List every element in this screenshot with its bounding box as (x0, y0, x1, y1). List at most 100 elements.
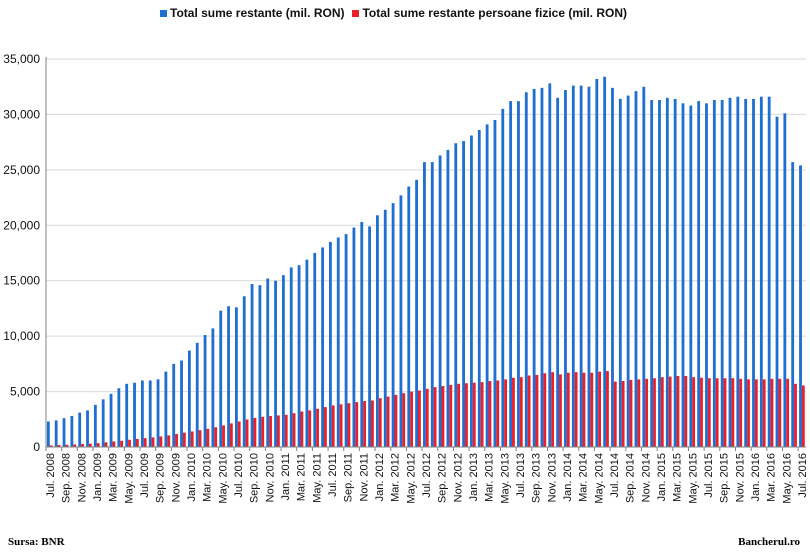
x-tick-label: May. 2012 (405, 453, 417, 504)
bar-persoane-fizice (300, 411, 304, 447)
bar-persoane-fizice (754, 379, 758, 447)
bar-total (665, 97, 669, 448)
bar-persoane-fizice (496, 380, 500, 447)
bar-persoane-fizice (394, 394, 398, 447)
legend-label-persoane-fizice: Total sume restante persoane fizice (mil… (362, 6, 627, 20)
bar-persoane-fizice (762, 379, 766, 447)
bar-persoane-fizice (794, 383, 797, 447)
bar-total (313, 253, 317, 447)
bar-total (305, 259, 309, 447)
bar-total (289, 267, 293, 447)
x-tick-label: Jul. 2010 (233, 453, 245, 498)
bar-total (642, 86, 646, 447)
bar-total (681, 103, 685, 447)
bar-persoane-fizice (449, 384, 453, 447)
bar-persoane-fizice (370, 400, 374, 447)
x-tick-label: Sep. 2008 (61, 453, 73, 503)
bar-total (133, 382, 136, 447)
y-tick-label: 15,000 (3, 274, 40, 288)
x-tick-label: May. 2010 (217, 453, 229, 504)
bar-persoane-fizice (49, 445, 53, 447)
bar-persoane-fizice (206, 428, 210, 447)
bar-persoane-fizice (339, 404, 343, 447)
bar-persoane-fizice (433, 387, 437, 447)
bar-total (219, 310, 223, 447)
bar-persoane-fizice (135, 438, 139, 447)
bar-total (391, 203, 395, 447)
bar-persoane-fizice (182, 432, 186, 447)
bar-total (281, 275, 285, 447)
bar-total (250, 284, 254, 447)
bar-persoane-fizice (668, 376, 672, 447)
x-tick-label: Nov. 2014 (640, 453, 652, 502)
bar-total (712, 100, 716, 447)
x-tick-label: May. 2014 (593, 453, 605, 504)
x-tick-label: Nov. 2011 (358, 453, 370, 502)
bar-total (109, 393, 113, 447)
bar-persoane-fizice (143, 438, 147, 447)
bar-persoane-fizice (104, 442, 108, 447)
bar-persoane-fizice (402, 393, 406, 447)
bar-total (274, 280, 277, 447)
bar-total (117, 388, 121, 447)
bar-persoane-fizice (355, 402, 359, 447)
bar-persoane-fizice (715, 378, 719, 447)
bar-persoane-fizice (653, 378, 656, 447)
bar-total (540, 87, 544, 447)
legend-swatch-blue (160, 9, 167, 17)
x-tick-label: Mar. 2009 (108, 453, 120, 502)
bar-total (485, 124, 489, 448)
bar-total (156, 379, 160, 447)
bar-total (501, 108, 505, 447)
bar-persoane-fizice (214, 427, 218, 447)
x-tick-label: Jul. 2009 (139, 453, 151, 498)
bar-persoane-fizice (253, 417, 257, 447)
bar-total (618, 98, 622, 447)
bar-total (430, 162, 434, 447)
bar-total (493, 119, 497, 447)
bar-total (556, 97, 560, 448)
bar-persoane-fizice (88, 443, 92, 447)
x-tick-label: Jul. 2016 (797, 453, 809, 498)
bar-persoane-fizice (378, 398, 382, 447)
y-tick-label: 0 (33, 440, 40, 454)
bar-persoane-fizice (590, 372, 594, 447)
bar-total (728, 97, 732, 448)
bar-total (329, 241, 332, 447)
bar-total (368, 226, 371, 447)
bar-persoane-fizice (222, 425, 225, 447)
bar-persoane-fizice (57, 445, 61, 447)
bar-persoane-fizice (73, 444, 77, 447)
bar-persoane-fizice (276, 415, 280, 447)
bar-total (548, 83, 552, 447)
bar-persoane-fizice (237, 421, 241, 447)
bar-total (62, 418, 66, 447)
bar-total (321, 247, 324, 447)
bar-total (799, 165, 802, 447)
x-tick-label: Jan. 2016 (750, 453, 762, 501)
bar-total (626, 95, 630, 447)
bar-total (720, 100, 724, 447)
x-tick-label: Nov. 2009 (170, 453, 182, 502)
bar-persoane-fizice (81, 444, 84, 447)
bar-persoane-fizice (425, 388, 429, 447)
bar-total (415, 179, 419, 447)
x-tick-label: Sep. 2015 (719, 453, 731, 503)
bar-total (564, 90, 567, 447)
bar-total (297, 265, 301, 447)
y-tick-label: 5,000 (10, 385, 40, 399)
bar-total (705, 103, 708, 447)
bar-persoane-fizice (566, 372, 570, 447)
bar-persoane-fizice (645, 378, 649, 447)
bar-total (187, 350, 191, 447)
bar-persoane-fizice (363, 400, 366, 447)
source-label: Sursa: BNR (8, 536, 65, 548)
bar-persoane-fizice (229, 423, 233, 447)
bar-total (266, 278, 270, 447)
y-tick-label: 25,000 (3, 163, 40, 177)
bar-total (195, 342, 199, 447)
bar-total (148, 380, 152, 447)
bar-persoane-fizice (457, 383, 461, 447)
bar-persoane-fizice (308, 410, 312, 447)
